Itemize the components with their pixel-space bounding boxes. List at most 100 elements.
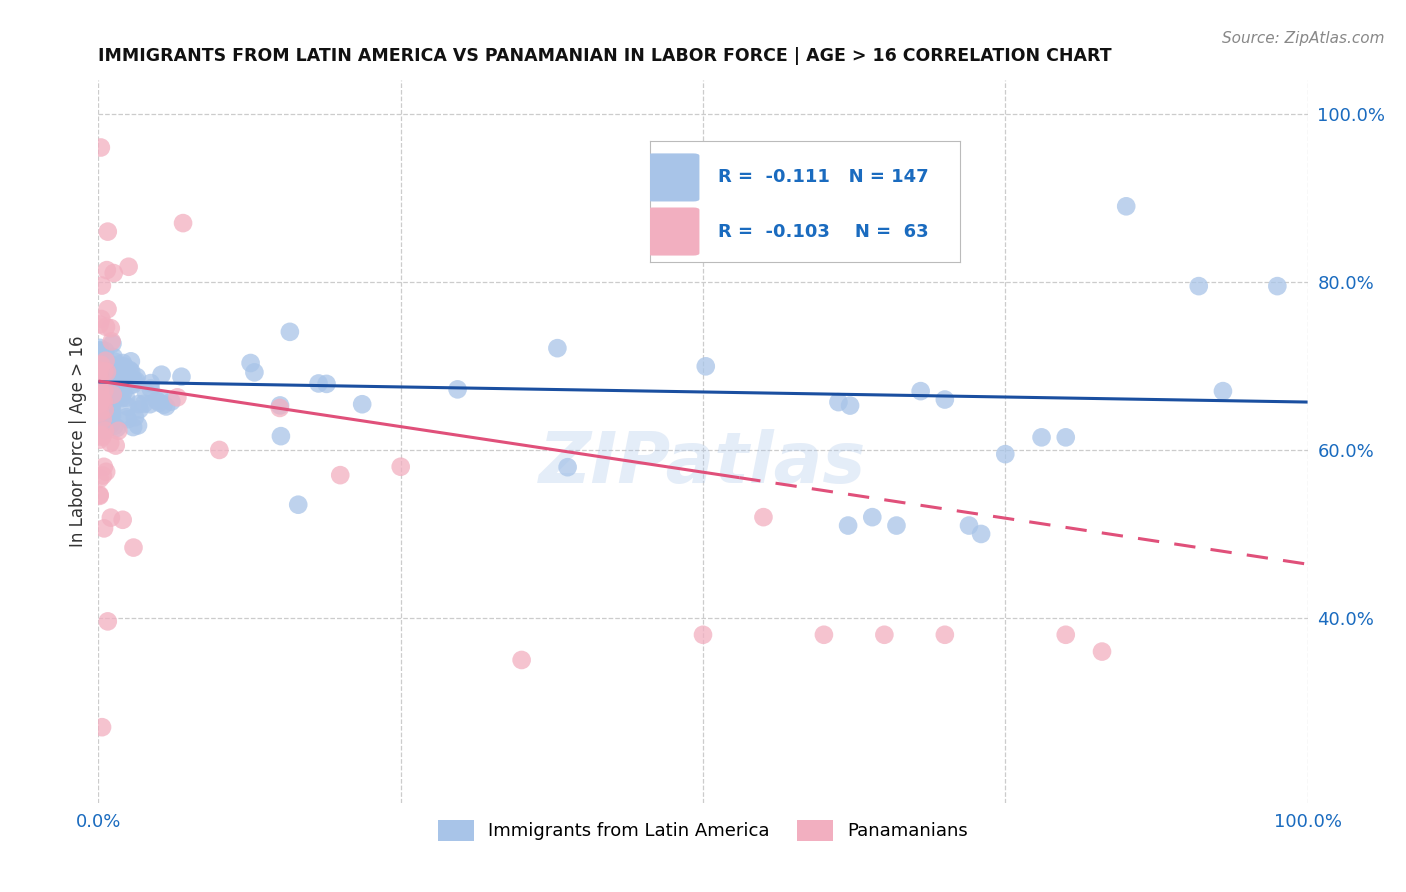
Point — [111, 356, 134, 370]
Point — [91, 392, 114, 407]
Point — [97, 615, 120, 629]
Point — [97, 391, 120, 405]
Point — [107, 386, 129, 401]
Text: Source: ZipAtlas.com: Source: ZipAtlas.com — [1222, 31, 1385, 46]
Point — [103, 369, 125, 384]
Point — [101, 404, 124, 418]
Point — [100, 321, 122, 335]
Point — [94, 424, 117, 438]
Point — [546, 341, 568, 355]
Point — [1115, 199, 1137, 213]
Point — [122, 377, 145, 392]
Point — [117, 372, 139, 386]
Point — [115, 391, 138, 405]
Point — [128, 402, 150, 417]
Point — [89, 396, 111, 410]
Point — [104, 354, 127, 368]
Point — [89, 384, 111, 398]
Point — [104, 392, 127, 406]
Point — [91, 430, 114, 444]
Point — [101, 406, 124, 420]
Point — [98, 372, 121, 386]
Point — [97, 369, 120, 384]
Point — [91, 390, 114, 404]
Point — [329, 468, 352, 483]
Text: ZIPatlas: ZIPatlas — [540, 429, 866, 498]
Point — [89, 343, 111, 358]
Point — [100, 372, 122, 386]
Point — [269, 401, 291, 415]
Point — [145, 393, 167, 408]
Point — [89, 371, 111, 385]
Point — [89, 386, 111, 401]
Point — [101, 383, 124, 397]
Point — [90, 359, 112, 374]
Point — [107, 424, 129, 438]
Point — [125, 374, 148, 388]
Point — [90, 358, 112, 372]
Point — [93, 364, 115, 378]
Point — [352, 397, 374, 411]
Point — [91, 720, 114, 734]
Point — [122, 374, 145, 388]
Point — [89, 412, 111, 426]
Point — [100, 334, 122, 349]
Point — [96, 302, 118, 317]
Point — [89, 406, 111, 420]
Point — [97, 403, 120, 417]
Point — [101, 409, 124, 423]
Point — [132, 397, 155, 411]
Point — [91, 412, 114, 426]
Point — [97, 402, 120, 417]
Point — [103, 365, 125, 379]
Point — [124, 410, 146, 425]
Point — [98, 357, 121, 371]
Point — [957, 518, 980, 533]
Point — [994, 447, 1017, 461]
Point — [111, 376, 134, 391]
Point — [93, 379, 115, 393]
Point — [89, 392, 111, 407]
Point — [120, 365, 142, 379]
Point — [89, 318, 111, 332]
Point — [89, 488, 111, 502]
Point — [155, 400, 177, 414]
Point — [886, 518, 908, 533]
Point — [89, 376, 111, 391]
Point — [695, 359, 717, 374]
Point — [125, 370, 148, 384]
Point — [107, 387, 129, 401]
Point — [98, 385, 121, 400]
Point — [100, 510, 122, 524]
Point — [96, 465, 118, 479]
Point — [1054, 430, 1077, 444]
Point — [1031, 430, 1053, 444]
Point — [89, 343, 111, 358]
Point — [557, 460, 579, 475]
Point — [101, 397, 124, 411]
Point — [148, 395, 170, 409]
Point — [105, 421, 128, 435]
Point — [89, 398, 111, 412]
Point — [103, 350, 125, 364]
Point — [101, 376, 124, 390]
Point — [89, 368, 111, 382]
Point — [100, 417, 122, 432]
Point — [308, 376, 330, 391]
Point — [152, 398, 174, 412]
Point — [120, 378, 142, 392]
Point — [104, 439, 127, 453]
Point — [100, 408, 122, 422]
Point — [96, 366, 118, 380]
Point — [970, 527, 993, 541]
Point — [101, 359, 124, 374]
Point — [93, 459, 115, 474]
Point — [111, 513, 134, 527]
Point — [112, 371, 135, 385]
Point — [111, 391, 134, 405]
Point — [287, 498, 309, 512]
Point — [104, 368, 127, 382]
Point — [93, 367, 115, 381]
Point — [101, 336, 124, 351]
Point — [110, 384, 132, 398]
